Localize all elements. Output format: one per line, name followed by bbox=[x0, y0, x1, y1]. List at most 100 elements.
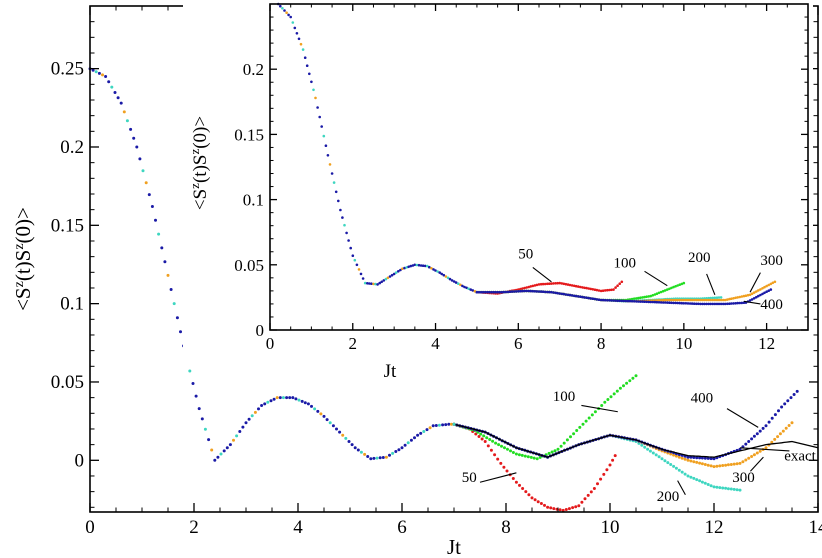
inset-point-400 bbox=[645, 300, 648, 304]
main-common-point bbox=[431, 424, 435, 428]
main-annotation-label: 100 bbox=[553, 389, 576, 405]
main-common-point bbox=[444, 423, 448, 427]
inset-common-point bbox=[314, 96, 317, 100]
inset-common-point bbox=[407, 265, 410, 269]
inset-common-point bbox=[334, 190, 338, 194]
main-common-point bbox=[413, 436, 416, 440]
main-common-point bbox=[278, 396, 282, 400]
inset-common-point bbox=[366, 282, 369, 285]
inset-common-point bbox=[436, 270, 439, 273]
inset-point-300 bbox=[769, 282, 773, 286]
inset-point-400 bbox=[736, 301, 739, 305]
main-point-200 bbox=[677, 468, 681, 472]
main-point-50 bbox=[602, 472, 606, 476]
inset-point-400 bbox=[674, 301, 677, 305]
inset-point-300 bbox=[707, 298, 710, 302]
main-common-point bbox=[169, 288, 173, 291]
main-annotation-label: 400 bbox=[691, 390, 714, 406]
inset-point-100 bbox=[653, 293, 657, 296]
main-common-point bbox=[141, 169, 145, 173]
main-point-400 bbox=[758, 429, 762, 433]
main-point-400 bbox=[789, 396, 793, 400]
inset-point-400 bbox=[533, 290, 537, 293]
inset-common-point bbox=[409, 264, 413, 268]
inset-point-300 bbox=[723, 298, 727, 302]
main-point-100 bbox=[529, 455, 533, 459]
main-point-100 bbox=[572, 432, 576, 436]
inset-point-100 bbox=[672, 285, 675, 289]
main-point-400 bbox=[752, 434, 756, 438]
inset-point-300 bbox=[709, 298, 712, 302]
main-point-400 bbox=[777, 409, 780, 413]
main-point-100 bbox=[485, 436, 489, 440]
main-common-point bbox=[116, 96, 120, 100]
main-common-point bbox=[210, 448, 214, 452]
main-point-50 bbox=[577, 504, 581, 508]
inset-point-300 bbox=[752, 291, 756, 294]
main-point-100 bbox=[511, 451, 515, 454]
inset-point-50 bbox=[529, 285, 532, 288]
inset-common-point bbox=[415, 263, 419, 267]
main-point-50 bbox=[546, 505, 550, 509]
main-point-50 bbox=[524, 490, 528, 494]
inset-point-400 bbox=[514, 290, 518, 293]
inset-point-400 bbox=[695, 302, 698, 306]
main-point-200 bbox=[669, 463, 673, 466]
inset-annotation-label: 400 bbox=[760, 297, 783, 313]
main-common-point bbox=[94, 70, 98, 74]
main-annotation-leader bbox=[726, 408, 759, 428]
main-common-point bbox=[225, 446, 229, 450]
inset-common-point bbox=[432, 268, 435, 271]
main-point-200 bbox=[680, 470, 684, 474]
inset-common-point bbox=[452, 280, 456, 283]
main-point-100 bbox=[565, 438, 569, 442]
inset-point-300 bbox=[730, 297, 733, 301]
inset-point-50 bbox=[537, 283, 541, 286]
main-point-100 bbox=[550, 450, 554, 454]
inset-point-400 bbox=[527, 289, 530, 293]
inset-x-tick-label: 0 bbox=[266, 334, 275, 353]
inset-point-400 bbox=[761, 292, 764, 296]
inset-point-400 bbox=[678, 301, 681, 305]
inset-point-400 bbox=[500, 290, 504, 294]
inset-point-400 bbox=[715, 302, 719, 306]
inset-point-300 bbox=[705, 298, 708, 302]
main-point-300 bbox=[700, 462, 704, 466]
main-point-100 bbox=[506, 447, 509, 451]
inset-point-50 bbox=[525, 286, 528, 289]
inset-point-400 bbox=[506, 290, 510, 294]
inset-common-point bbox=[343, 223, 346, 227]
inset-common-point bbox=[361, 277, 365, 280]
inset-point-50 bbox=[541, 282, 545, 286]
inset-common-point bbox=[438, 271, 442, 274]
inset-point-300 bbox=[701, 298, 704, 302]
main-point-300 bbox=[781, 429, 785, 433]
inset-point-300 bbox=[713, 298, 717, 302]
inset-point-400 bbox=[755, 295, 758, 299]
main-x-tick-label: 14 bbox=[809, 517, 822, 538]
main-common-point bbox=[257, 407, 260, 411]
inset-point-300 bbox=[757, 289, 760, 292]
main-point-50 bbox=[543, 503, 546, 507]
inset-common-point bbox=[388, 275, 392, 278]
main-point-100 bbox=[606, 398, 610, 401]
main-common-point bbox=[113, 91, 117, 94]
main-point-50 bbox=[571, 506, 575, 510]
inset-common-point bbox=[318, 115, 322, 119]
main-point-100 bbox=[532, 456, 536, 460]
inset-point-400 bbox=[486, 290, 489, 294]
main-common-point bbox=[344, 436, 348, 440]
main-point-50 bbox=[518, 483, 521, 487]
inset-x-axis-label: Jt bbox=[384, 361, 397, 382]
inset-point-400 bbox=[556, 291, 559, 295]
inset-point-400 bbox=[539, 290, 543, 293]
inset-common-point bbox=[417, 263, 421, 267]
inset-point-200 bbox=[715, 296, 719, 300]
inset-annotation-label: 200 bbox=[688, 250, 711, 266]
main-common-point bbox=[163, 260, 167, 264]
main-common-point bbox=[238, 430, 242, 433]
inset-point-400 bbox=[523, 289, 526, 293]
main-common-point bbox=[107, 80, 111, 84]
inset-common-point bbox=[434, 269, 437, 272]
main-y-tick-label: 0 bbox=[75, 450, 85, 471]
